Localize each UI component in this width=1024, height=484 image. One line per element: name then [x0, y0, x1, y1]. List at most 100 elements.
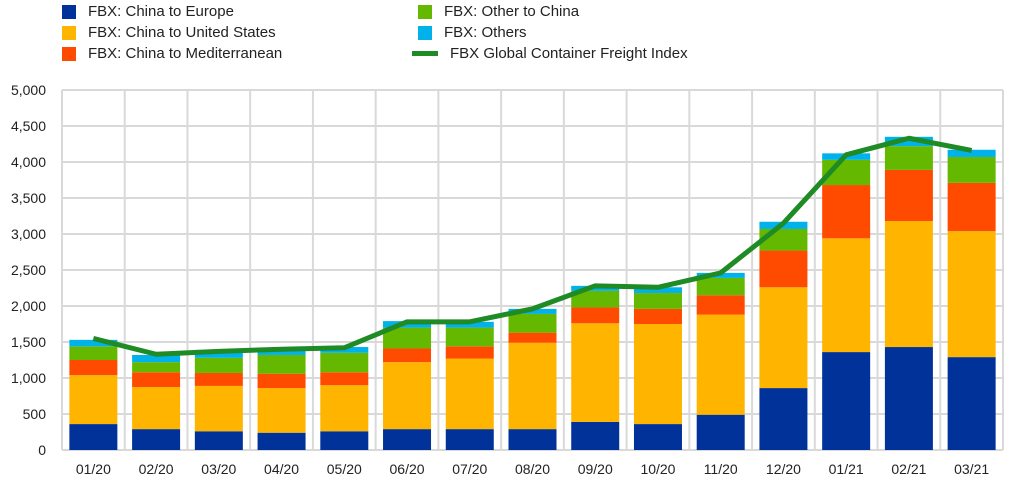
- bar-segment-2: [445, 346, 494, 359]
- bar-segment-1: [320, 385, 369, 432]
- y-tick-label: 3,500: [11, 190, 46, 206]
- bar-segment-4: [132, 354, 181, 363]
- bar-segment-0: [884, 347, 933, 450]
- bar-segment-0: [132, 429, 181, 450]
- legend-line-swatch: [412, 51, 438, 56]
- bar-segment-2: [696, 295, 745, 315]
- y-tick-label: 3,000: [11, 226, 46, 242]
- legend-label: FBX: China to United States: [88, 24, 276, 41]
- y-tick-label: 500: [23, 406, 47, 422]
- bar-segment-4: [69, 339, 118, 347]
- x-tick-label: 08/20: [515, 461, 550, 477]
- bar-segment-2: [257, 373, 306, 389]
- x-tick-label: 10/20: [640, 461, 675, 477]
- bar-segment-1: [947, 231, 996, 358]
- bar-segment-2: [822, 185, 871, 239]
- legend-label: FBX: Others: [444, 24, 527, 41]
- bar-segment-3: [383, 327, 432, 349]
- bar-segment-2: [508, 332, 557, 343]
- y-tick-label: 4,500: [11, 118, 46, 134]
- bar-segment-2: [633, 308, 682, 324]
- bar-segment-0: [696, 414, 745, 450]
- legend-china-us: FBX: China to United States: [62, 24, 276, 41]
- legend-global-index: FBX Global Container Freight Index: [412, 45, 688, 62]
- bar-segment-4: [947, 149, 996, 157]
- x-tick-label: 03/21: [954, 461, 989, 477]
- bar-segment-2: [759, 250, 808, 288]
- bar-segment-1: [445, 358, 494, 430]
- legend-swatch: [418, 4, 432, 19]
- x-tick-label: 04/20: [264, 461, 299, 477]
- bar-segment-4: [633, 287, 682, 294]
- x-tick-label: 07/20: [452, 461, 487, 477]
- bar-segment-3: [759, 228, 808, 251]
- y-tick-label: 0: [38, 442, 46, 458]
- bar-segment-2: [571, 307, 620, 324]
- x-tick-label: 05/20: [327, 461, 362, 477]
- x-tick-label: 12/20: [766, 461, 801, 477]
- bar-segment-3: [571, 290, 620, 308]
- bar-segment-4: [445, 321, 494, 328]
- x-tick-label: 02/20: [139, 461, 174, 477]
- bar-segment-0: [633, 424, 682, 450]
- bar-segment-3: [445, 327, 494, 347]
- bar-segment-1: [759, 287, 808, 389]
- bar-segment-3: [508, 313, 557, 333]
- bar-segment-4: [884, 136, 933, 147]
- x-tick-label: 01/20: [76, 461, 111, 477]
- bar-segment-0: [383, 429, 432, 450]
- x-tick-label: 09/20: [578, 461, 613, 477]
- bar-segment-3: [69, 346, 118, 360]
- bar-segment-1: [633, 324, 682, 425]
- x-tick-label: 03/20: [201, 461, 236, 477]
- bar-segment-3: [194, 357, 243, 373]
- bar-segment-4: [257, 349, 306, 355]
- bar-segment-1: [508, 342, 557, 430]
- bar-segment-1: [69, 375, 118, 425]
- x-tick-label: 01/21: [829, 461, 864, 477]
- bar-segment-1: [884, 221, 933, 348]
- bar-segment-0: [947, 357, 996, 450]
- legend-label: FBX: China to Mediterranean: [88, 45, 283, 62]
- y-tick-label: 1,500: [11, 334, 46, 350]
- bar-segment-0: [445, 429, 494, 450]
- legend-label: FBX: China to Europe: [88, 3, 234, 20]
- bar-segment-1: [194, 385, 243, 432]
- x-tick-label: 11/20: [704, 461, 738, 477]
- bar-segment-3: [947, 156, 996, 183]
- bar-segment-0: [822, 352, 871, 450]
- bar-segment-0: [194, 431, 243, 450]
- bar-segment-2: [947, 182, 996, 232]
- bar-segment-2: [69, 360, 118, 376]
- bar-segment-1: [571, 323, 620, 422]
- y-tick-label: 1,000: [11, 370, 46, 386]
- bar-segment-2: [320, 372, 369, 386]
- bar-segment-0: [69, 424, 118, 450]
- bar-segment-3: [320, 352, 369, 373]
- bar-segment-0: [571, 421, 620, 450]
- bar-segment-3: [132, 362, 181, 373]
- legend-swatch: [62, 46, 76, 61]
- legend-china-med: FBX: China to Mediterranean: [62, 45, 282, 62]
- bar-segment-2: [884, 169, 933, 222]
- legend-others: FBX: Others: [418, 24, 527, 41]
- legend-other-china: FBX: Other to China: [418, 3, 579, 20]
- y-tick-label: 2,000: [11, 298, 46, 314]
- bar-segment-0: [508, 429, 557, 450]
- bar-segment-4: [194, 349, 243, 358]
- bar-segment-1: [257, 388, 306, 433]
- bar-segment-0: [257, 432, 306, 450]
- y-tick-label: 2,500: [11, 262, 46, 278]
- bar-segment-0: [759, 388, 808, 450]
- legend-china-europe: FBX: China to Europe: [62, 3, 234, 20]
- bar-segment-1: [696, 314, 745, 415]
- bar-segment-1: [822, 238, 871, 353]
- bar-segment-3: [633, 293, 682, 309]
- bar-segment-1: [132, 387, 181, 430]
- bar-segment-3: [696, 277, 745, 296]
- bar-segment-3: [884, 146, 933, 170]
- legend-swatch: [62, 4, 76, 19]
- legend-label: FBX Global Container Freight Index: [450, 45, 688, 62]
